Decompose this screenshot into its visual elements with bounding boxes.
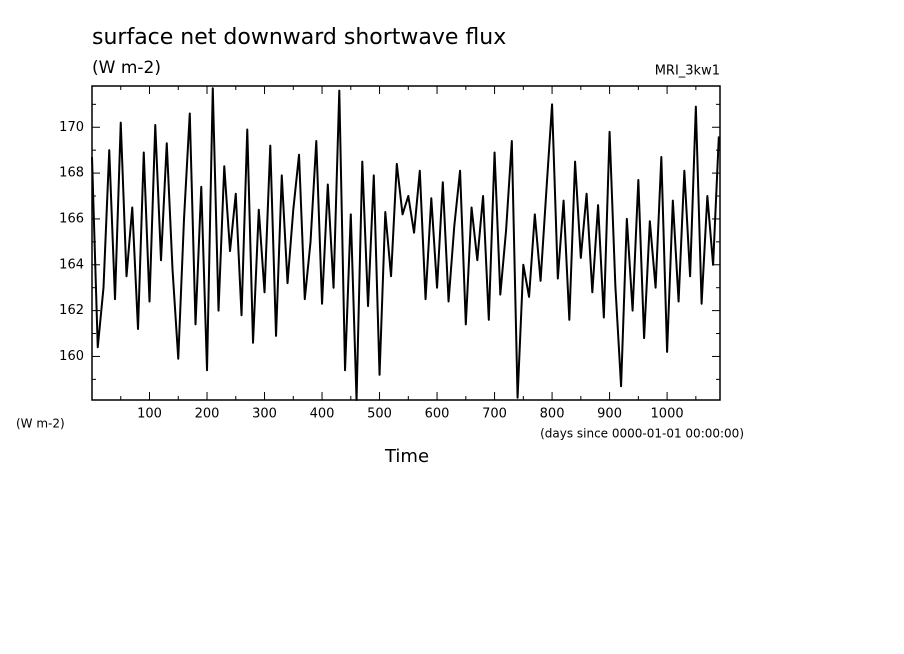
y-tick-label: 160: [59, 349, 84, 364]
data-line: [91, 87, 720, 401]
y-tick-label: 170: [59, 120, 84, 135]
y-tick-label: 164: [59, 257, 84, 272]
model-label: MRI_3kw1: [655, 64, 720, 79]
x-tick-label: 600: [425, 407, 450, 422]
x-tick-label: 100: [137, 407, 162, 422]
x-tick-label: 900: [597, 407, 622, 422]
x-units: (days since 0000-01-01 00:00:00): [540, 427, 744, 441]
x-tick-label: 300: [252, 407, 277, 422]
x-tick-label: 500: [367, 407, 392, 422]
y-axis-label: (W m-2): [16, 417, 65, 431]
y-tick-label: 168: [59, 166, 84, 181]
x-tick-label: 1000: [651, 407, 684, 422]
x-tick-label: 200: [195, 407, 220, 422]
plot-frame: [91, 85, 721, 401]
y-tick-label: 162: [59, 303, 84, 318]
units: (W m-2): [92, 58, 161, 78]
y-tick-label: 166: [59, 211, 84, 226]
x-tick-label: 400: [310, 407, 335, 422]
x-tick-label: 700: [482, 407, 507, 422]
chart-title: surface net downward shortwave flux: [92, 25, 506, 50]
x-tick-label: 800: [540, 407, 565, 422]
x-axis-label: Time: [384, 446, 429, 467]
